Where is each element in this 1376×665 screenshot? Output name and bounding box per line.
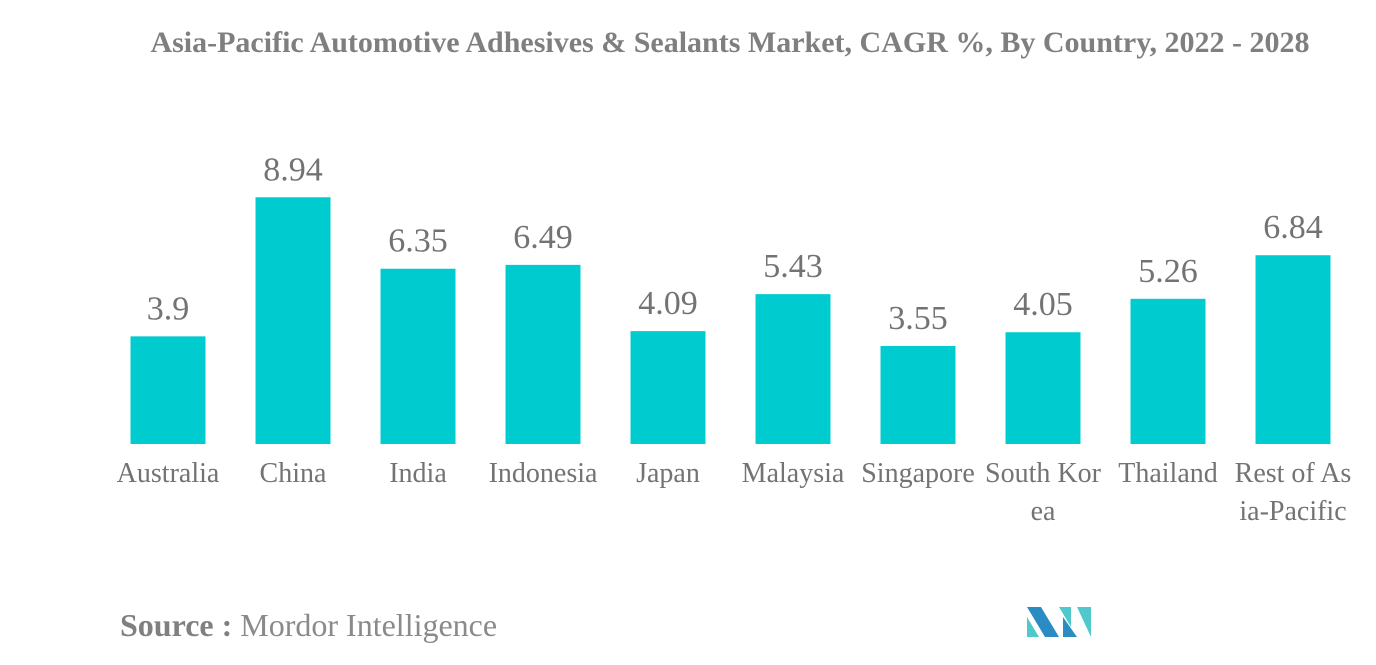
bar [1130, 298, 1206, 444]
bar [1255, 255, 1331, 444]
bar [130, 336, 206, 444]
data-label: 3.9 [147, 290, 190, 327]
bar [880, 346, 956, 444]
data-label: 4.05 [1013, 286, 1073, 323]
chart-title: Asia-Pacific Automotive Adhesives & Seal… [150, 26, 1310, 59]
x-tick-label: Thailand [1118, 458, 1218, 489]
bar [630, 331, 706, 444]
source-label: Source : [120, 607, 233, 643]
data-label: 6.49 [513, 219, 573, 256]
x-tick-label: China [259, 458, 327, 489]
bar [1005, 332, 1081, 444]
data-label: 6.35 [388, 223, 448, 260]
x-tick-label: South Korea [985, 458, 1101, 527]
bar-chart: 3.9 8.94 6.35 6.49 4.09 5.43 3.55 4.05 5.26 6.84 [130, 151, 1331, 444]
mordor-intelligence-logo [1027, 607, 1091, 637]
data-label: 3.55 [888, 300, 948, 337]
x-tick-label: Japan [636, 458, 700, 489]
bar [505, 264, 581, 444]
data-label: 4.09 [638, 285, 698, 322]
x-tick-label: Australia [116, 458, 220, 489]
data-label: 6.84 [1263, 209, 1323, 246]
source-note: Source : Mordor Intelligence [120, 607, 497, 644]
x-tick-label: Rest of Asia-Pacific [1234, 458, 1352, 527]
x-tick-label: Indonesia [488, 458, 598, 489]
data-label: 5.26 [1138, 253, 1198, 290]
bar [255, 197, 331, 444]
x-tick-label: India [389, 458, 447, 489]
x-tick-label: Malaysia [741, 458, 845, 489]
data-label: 5.43 [763, 248, 823, 285]
data-label: 8.94 [263, 151, 323, 188]
bar [755, 294, 831, 444]
bar [380, 268, 456, 444]
x-tick-label: Singapore [861, 458, 975, 489]
source-value: Mordor Intelligence [240, 607, 498, 643]
